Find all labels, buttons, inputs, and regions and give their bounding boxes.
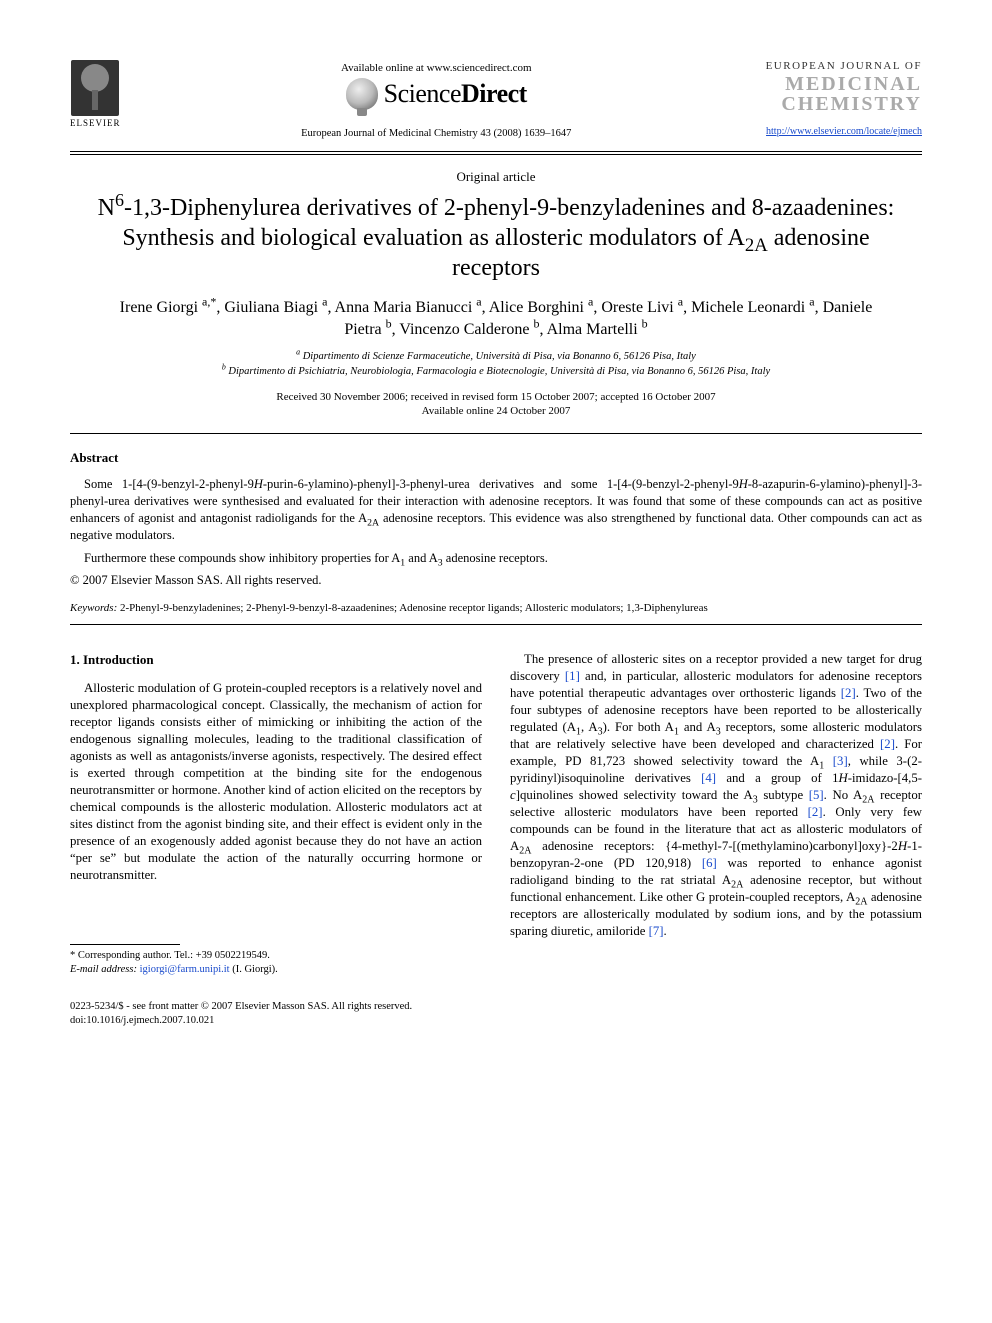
- footnote-rule: [70, 944, 180, 945]
- article-title: N6-1,3-Diphenylurea derivatives of 2-phe…: [70, 193, 922, 283]
- header-row: ELSEVIER Available online at www.science…: [70, 60, 922, 143]
- footer-line2: doi:10.1016/j.ejmech.2007.10.021: [70, 1014, 922, 1028]
- affiliations: a Dipartimento di Scienze Farmaceutiche,…: [70, 350, 922, 379]
- available-online-line: Available online at www.sciencedirect.co…: [121, 62, 753, 74]
- journal-top-line: EUROPEAN JOURNAL OF: [752, 60, 922, 72]
- elsevier-tree-icon: [71, 60, 119, 116]
- keywords-label: Keywords:: [70, 602, 117, 614]
- email-link[interactable]: igiorgi@farm.unipi.it: [140, 964, 230, 975]
- keywords-list: 2-Phenyl-9-benzyladenines; 2-Phenyl-9-be…: [117, 602, 707, 614]
- abstract-p2: Furthermore these compounds show inhibit…: [70, 550, 922, 567]
- column-left: 1. Introduction Allosteric modulation of…: [70, 651, 482, 977]
- email-suffix: (I. Giorgi).: [230, 964, 278, 975]
- journal-link[interactable]: http://www.elsevier.com/locate/ejmech: [752, 126, 922, 137]
- article-type: Original article: [70, 169, 922, 185]
- body-columns: 1. Introduction Allosteric modulation of…: [70, 651, 922, 977]
- header-center: Available online at www.sciencedirect.co…: [121, 60, 753, 143]
- corresponding-author: * Corresponding author. Tel.: +39 050221…: [70, 949, 482, 963]
- journal-line2: CHEMISTRY: [752, 94, 922, 114]
- email-line: E-mail address: igiorgi@farm.unipi.it (I…: [70, 963, 482, 977]
- affiliation-b: b Dipartimento di Psichiatria, Neurobiol…: [70, 365, 922, 380]
- rule-below-keywords: [70, 624, 922, 625]
- rule-thin: [70, 154, 922, 155]
- author-list: Irene Giorgi a,*, Giuliana Biagi a, Anna…: [70, 297, 922, 340]
- affiliation-a: a Dipartimento di Scienze Farmaceutiche,…: [70, 350, 922, 365]
- elsevier-logo: ELSEVIER: [70, 60, 121, 128]
- rule-above-abstract: [70, 433, 922, 434]
- column-right: The presence of allosteric sites on a re…: [510, 651, 922, 977]
- email-label: E-mail address:: [70, 964, 137, 975]
- intro-heading: 1. Introduction: [70, 651, 482, 668]
- journal-line1: MEDICINAL: [752, 74, 922, 94]
- journal-logo-block: EUROPEAN JOURNAL OF MEDICINAL CHEMISTRY …: [752, 60, 922, 137]
- abstract-copyright: © 2007 Elsevier Masson SAS. All rights r…: [70, 573, 922, 588]
- dates-online: Available online 24 October 2007: [70, 404, 922, 419]
- abstract-p1: Some 1-[4-(9-benzyl-2-phenyl-9H-purin-6-…: [70, 476, 922, 544]
- rule-thick: [70, 151, 922, 152]
- page-footer: 0223-5234/$ - see front matter © 2007 El…: [70, 1000, 922, 1027]
- keywords-line: Keywords: 2-Phenyl-9-benzyladenines; 2-P…: [70, 602, 922, 614]
- publisher-name: ELSEVIER: [70, 118, 121, 128]
- abstract-heading: Abstract: [70, 450, 922, 466]
- dates-block: Received 30 November 2006; received in r…: [70, 390, 922, 420]
- sciencedirect-wordmark: ScienceDirect: [384, 79, 527, 109]
- footer-line1: 0223-5234/$ - see front matter © 2007 El…: [70, 1000, 922, 1014]
- sciencedirect-logo: ScienceDirect: [121, 78, 753, 110]
- sciencedirect-bulb-icon: [346, 78, 378, 110]
- col2-p1: The presence of allosteric sites on a re…: [510, 651, 922, 940]
- dates-received: Received 30 November 2006; received in r…: [70, 390, 922, 405]
- intro-p1: Allosteric modulation of G protein-coupl…: [70, 680, 482, 884]
- citation-line: European Journal of Medicinal Chemistry …: [121, 128, 753, 139]
